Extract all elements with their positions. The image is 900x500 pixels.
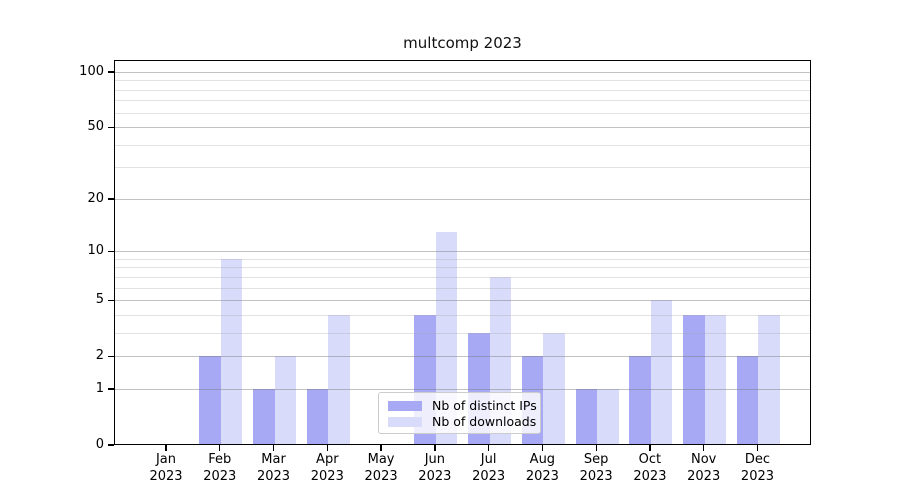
y-axis-tick-0 bbox=[107, 444, 114, 446]
plot-area: Nb of distinct IPs Nb of downloads bbox=[114, 60, 811, 445]
gridline-major-2 bbox=[115, 356, 810, 357]
bar-downloads-sep bbox=[597, 389, 619, 444]
bar-distinct-ips-mar bbox=[253, 389, 275, 444]
y-axis-tick-label-20: 20 bbox=[87, 190, 104, 206]
chart-title: multcomp 2023 bbox=[403, 34, 522, 52]
bar-distinct-ips-oct bbox=[629, 356, 651, 444]
gridline-minor-3 bbox=[115, 332, 810, 334]
y-axis-tick-1 bbox=[107, 388, 114, 390]
legend-color-icon-downloads bbox=[388, 416, 422, 427]
x-axis-tick-nov bbox=[703, 445, 705, 451]
y-axis-tick-label-10: 10 bbox=[87, 243, 104, 259]
x-axis-tick-label-aug: Aug 2023 bbox=[525, 452, 559, 484]
bar-downloads-feb bbox=[220, 259, 243, 444]
y-axis-tick-label-100: 100 bbox=[79, 63, 104, 79]
y-axis-tick-label-5: 5 bbox=[95, 292, 104, 308]
x-axis-tick-label-nov: Nov 2023 bbox=[687, 452, 721, 484]
legend-label-downloads: Nb of downloads bbox=[432, 414, 537, 429]
gridline-minor-90 bbox=[115, 80, 810, 82]
x-axis-tick-oct bbox=[649, 445, 651, 451]
legend-entry-distinct-ips: Nb of distinct IPs bbox=[388, 398, 540, 413]
bar-distinct-ips-nov bbox=[683, 315, 705, 444]
bar-downloads-oct bbox=[650, 300, 673, 444]
x-axis-tick-label-mar: Mar 2023 bbox=[256, 452, 291, 484]
gridline-minor-60 bbox=[115, 112, 810, 114]
x-axis-tick-mar bbox=[272, 445, 275, 451]
x-axis-tick-label-feb: Feb 2023 bbox=[203, 452, 237, 484]
x-axis-tick-label-oct: Oct 2023 bbox=[633, 452, 667, 484]
bar-downloads-apr bbox=[328, 315, 350, 444]
x-axis-tick-dec bbox=[756, 445, 759, 451]
legend-entry-downloads: Nb of downloads bbox=[388, 414, 540, 429]
x-axis-tick-feb bbox=[219, 445, 221, 451]
legend-color-icon-distinct-ips bbox=[388, 400, 422, 411]
x-axis-tick-jul bbox=[488, 445, 490, 451]
y-axis-tick-20 bbox=[107, 198, 114, 200]
x-axis-tick-label-jul: Jul 2023 bbox=[472, 452, 506, 484]
bar-downloads-mar bbox=[274, 356, 297, 444]
bar-downloads-aug bbox=[543, 333, 565, 444]
x-axis-tick-sep bbox=[595, 445, 597, 451]
x-axis-tick-jan bbox=[165, 445, 167, 451]
gridline-major-10 bbox=[115, 250, 810, 252]
bar-distinct-ips-sep bbox=[575, 389, 598, 444]
x-axis-tick-jun bbox=[434, 445, 436, 451]
legend: Nb of distinct IPs Nb of downloads bbox=[378, 392, 541, 434]
y-axis-tick-5 bbox=[107, 299, 114, 301]
legend-label-distinct-ips: Nb of distinct IPs bbox=[432, 398, 537, 413]
x-axis-tick-label-jan: Jan 2023 bbox=[149, 452, 183, 484]
x-axis-tick-label-jun: Jun 2023 bbox=[418, 452, 452, 484]
gridline-minor-30 bbox=[115, 167, 810, 169]
gridline-major-100 bbox=[115, 71, 810, 73]
y-axis-tick-label-50: 50 bbox=[87, 119, 104, 135]
y-axis-tick-2 bbox=[107, 355, 114, 357]
bar-downloads-dec bbox=[758, 315, 780, 444]
bar-distinct-ips-apr bbox=[306, 389, 329, 444]
gridline-minor-70 bbox=[115, 100, 810, 102]
gridline-minor-40 bbox=[115, 144, 810, 146]
gridline-major-20 bbox=[115, 198, 810, 200]
gridline-minor-80 bbox=[115, 89, 810, 91]
x-axis-tick-label-sep: Sep 2023 bbox=[579, 452, 613, 484]
gridline-minor-9 bbox=[115, 258, 810, 260]
gridline-major-1 bbox=[115, 388, 810, 390]
x-axis-tick-label-dec: Dec 2023 bbox=[740, 452, 775, 484]
gridline-minor-4 bbox=[115, 314, 810, 316]
x-axis-tick-may bbox=[380, 445, 382, 451]
x-axis-tick-label-apr: Apr 2023 bbox=[310, 452, 344, 484]
y-axis-tick-label-2: 2 bbox=[95, 348, 104, 364]
x-axis-tick-aug bbox=[541, 445, 544, 451]
y-axis-tick-label-1: 1 bbox=[95, 380, 104, 396]
bar-distinct-ips-feb bbox=[199, 356, 221, 444]
bar-downloads-jun bbox=[435, 231, 458, 444]
gridline-major-5 bbox=[115, 299, 810, 301]
bar-distinct-ips-dec bbox=[736, 356, 759, 444]
gridline-minor-6 bbox=[115, 287, 810, 289]
bar-downloads-nov bbox=[704, 315, 727, 444]
x-axis-tick-label-may: May 2023 bbox=[364, 452, 398, 484]
gridline-major-50 bbox=[115, 127, 810, 129]
y-axis-tick-100 bbox=[107, 71, 114, 73]
gridline-minor-8 bbox=[115, 267, 810, 269]
gridline-minor-7 bbox=[115, 276, 810, 278]
y-axis-tick-label-0: 0 bbox=[95, 437, 104, 452]
x-axis-tick-apr bbox=[326, 445, 328, 451]
y-axis-tick-50 bbox=[107, 126, 114, 128]
y-axis-tick-10 bbox=[107, 250, 114, 252]
